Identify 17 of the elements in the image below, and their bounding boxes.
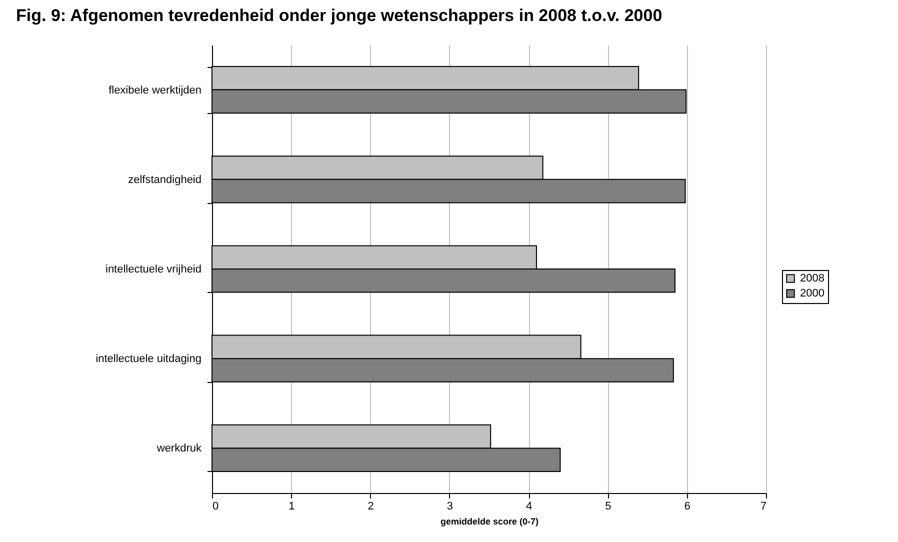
x-tick-label: 0 — [212, 500, 219, 512]
legend-label: 2008 — [800, 272, 824, 284]
legend-label: 2000 — [800, 288, 824, 300]
y-tick-label: intellectuele uitdaging — [96, 353, 202, 366]
x-tick-label: 4 — [526, 500, 532, 512]
y-tick-label: zelfstandigheid — [128, 174, 202, 186]
x-tick-label: 6 — [684, 500, 690, 512]
chart-title: Fig. 9: Afgenomen tevredenheid onder jonge wetenschappers in 2008 t.o.v. 2000 — [16, 6, 662, 25]
y-tick-label: werkdruk — [156, 442, 202, 455]
x-tick-label: 5 — [605, 500, 612, 512]
y-tick-label: flexibele werktijden — [108, 84, 202, 96]
x-tick-label: 1 — [288, 500, 295, 512]
x-tick-label: 7 — [760, 500, 766, 512]
x-tick-label: 3 — [446, 500, 453, 512]
y-tick-label: intellectuele vrijheid — [106, 264, 202, 276]
x-tick-label: 2 — [368, 500, 374, 512]
x-axis-title: gemiddelde score (0-7) — [440, 516, 539, 526]
